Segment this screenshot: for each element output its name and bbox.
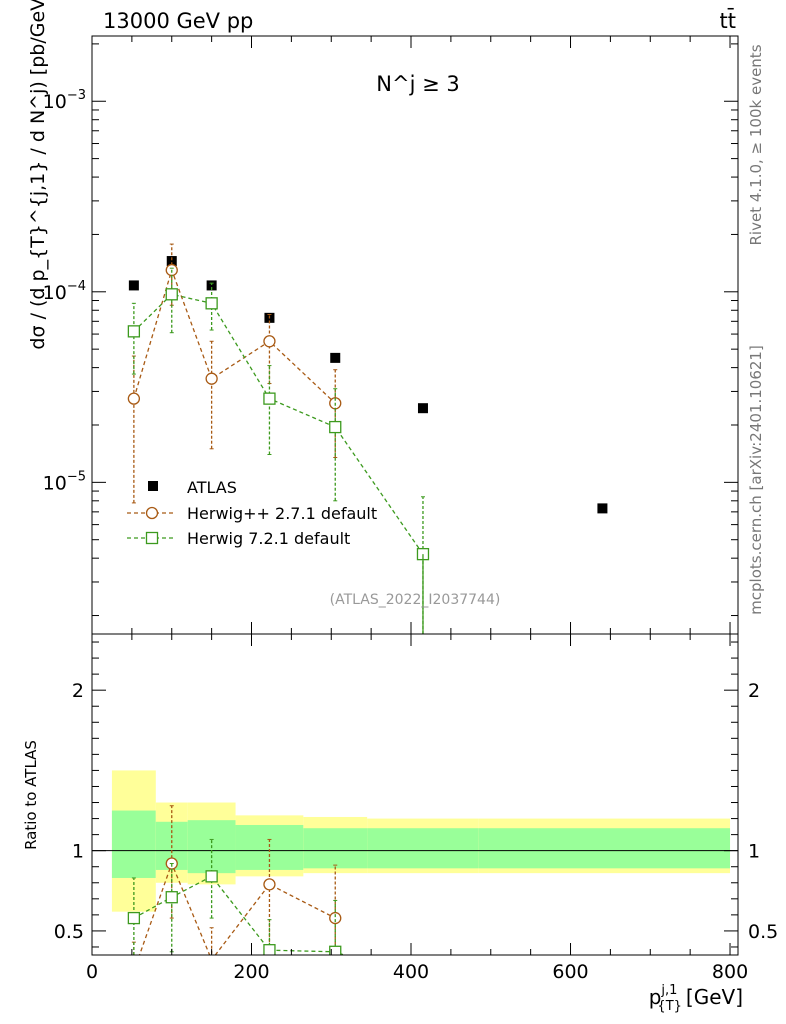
main-y-tick-label: 10−4: [43, 279, 86, 304]
ratio-herwig7-data-point: [127, 911, 141, 925]
rivet-version-label: Rivet 4.1.0, ≥ 100k events: [747, 44, 765, 245]
mcplots-reference-label: mcplots.cern.ch [arXiv:2401.10621]: [747, 345, 765, 615]
atlas-data-point: [166, 256, 177, 267]
ratio-plot-frame: [91, 633, 739, 956]
ratio-herwigpp-data-point: [263, 878, 276, 891]
main-y-tick-label: 10−5: [43, 469, 86, 494]
legend-herwigpp-label: Herwig++ 2.7.1 default: [187, 504, 377, 523]
ratio-y-tick-label: 0.5: [54, 921, 84, 943]
legend-entry-herwigpp: Herwig++ 2.7.1 default: [127, 504, 377, 523]
herwig7-data-point: [127, 325, 141, 338]
x-tick-label: 200: [233, 961, 269, 983]
legend-herwig7-marker: [145, 531, 159, 545]
x-tick-label: 0: [86, 961, 98, 983]
x-axis-label: pj,1 {T} [GeV]: [649, 983, 743, 1014]
main-panel: 10−5 10−4 10−3 N^j ≥ 3 (ATLAS_2022_I203774…: [27, 0, 739, 635]
ratio-y-tick-label: 2: [72, 680, 84, 702]
ratio-inner-band: [235, 824, 304, 870]
ratio-herwig7-group: [127, 838, 346, 955]
legend: ATLAS Herwig++ 2.7.1 default Herwig 7.2.…: [127, 478, 377, 548]
ratio-y-tick-label-right: 1: [748, 841, 760, 863]
header-process-label: 13000 GeV pp: [103, 9, 253, 33]
header-final-state-label: tt̄: [720, 8, 736, 33]
ratio-y-tick-label-right: 0.5: [748, 921, 778, 943]
herwigpp-data-point: [205, 372, 218, 385]
ratio-herwigpp-group: [131, 805, 342, 955]
ratio-series-layer: [127, 805, 346, 955]
herwigpp-data-point: [263, 335, 276, 348]
ratio-inner-band: [367, 828, 479, 869]
ratio-herwig7-data-point: [165, 891, 178, 904]
ratio-inner-band: [303, 828, 368, 869]
herwigpp-line: [133, 268, 336, 404]
atlas-data-point: [206, 280, 217, 291]
x-axis-title: pj,1 {T} [GeV]: [649, 983, 743, 1014]
x-tick-label: 400: [393, 961, 429, 983]
herwig7-line: [133, 293, 424, 555]
ratio-herwigpp-data-point: [329, 911, 342, 925]
x-tick-label: 800: [712, 961, 748, 983]
ratio-inner-band: [111, 810, 156, 878]
herwig7-data-point: [165, 288, 178, 301]
main-y-axis-label: dσ / (d p_{T}^{j,1} / d N^j) [pb/GeV]: [27, 0, 49, 350]
main-y-tick-label: 10−3: [43, 88, 86, 113]
main-axis-ticks: 10−5 10−4 10−3: [43, 36, 738, 634]
herwig7-data-point: [205, 297, 218, 310]
legend-entry-herwig7: Herwig 7.2.1 default: [127, 529, 350, 548]
legend-herwig7-label: Herwig 7.2.1 default: [187, 529, 350, 548]
legend-atlas-marker: [148, 481, 158, 491]
ratio-herwig7-data-point: [263, 944, 276, 955]
ratio-panel: 0.5 0.5 1 1 2 2 0 200 400 600 800 Ratio to ATLAS: [22, 633, 778, 983]
main-chart-title: N^j ≥ 3: [376, 72, 459, 96]
atlas-data-point: [330, 352, 341, 363]
ratio-y-axis-label: Ratio to ATLAS: [22, 740, 40, 850]
atlas-data-point: [417, 403, 428, 414]
ratio-y-tick-label-right: 2: [748, 680, 760, 702]
ratio-inner-band: [478, 828, 731, 869]
atlas-data-point: [597, 503, 608, 514]
analysis-id-annotation: (ATLAS_2022_I2037744): [330, 592, 501, 608]
legend-atlas-label: ATLAS: [187, 478, 237, 497]
legend-herwigpp-marker: [145, 506, 159, 520]
legend-entry-atlas: ATLAS: [148, 478, 237, 497]
x-tick-label: 600: [552, 961, 588, 983]
atlas-data-point: [128, 280, 139, 291]
herwig7-data-point: [329, 420, 342, 434]
ratio-herwig7-data-point: [205, 870, 218, 883]
ratio-herwig7-data-point: [329, 945, 342, 955]
herwigpp-data-point: [127, 392, 141, 405]
ratio-herwig7-line: [133, 875, 346, 955]
ratio-uncertainty-bands: [111, 770, 731, 912]
ratio-y-tick-label: 1: [72, 841, 84, 863]
ratio-herwigpp-line: [138, 861, 336, 955]
main-series-layer: [127, 243, 608, 635]
herwig7-data-point: [263, 392, 276, 405]
ratio-axis-ticks: 0.5 0.5 1 1 2 2 0 200 400 600 800: [54, 634, 778, 983]
